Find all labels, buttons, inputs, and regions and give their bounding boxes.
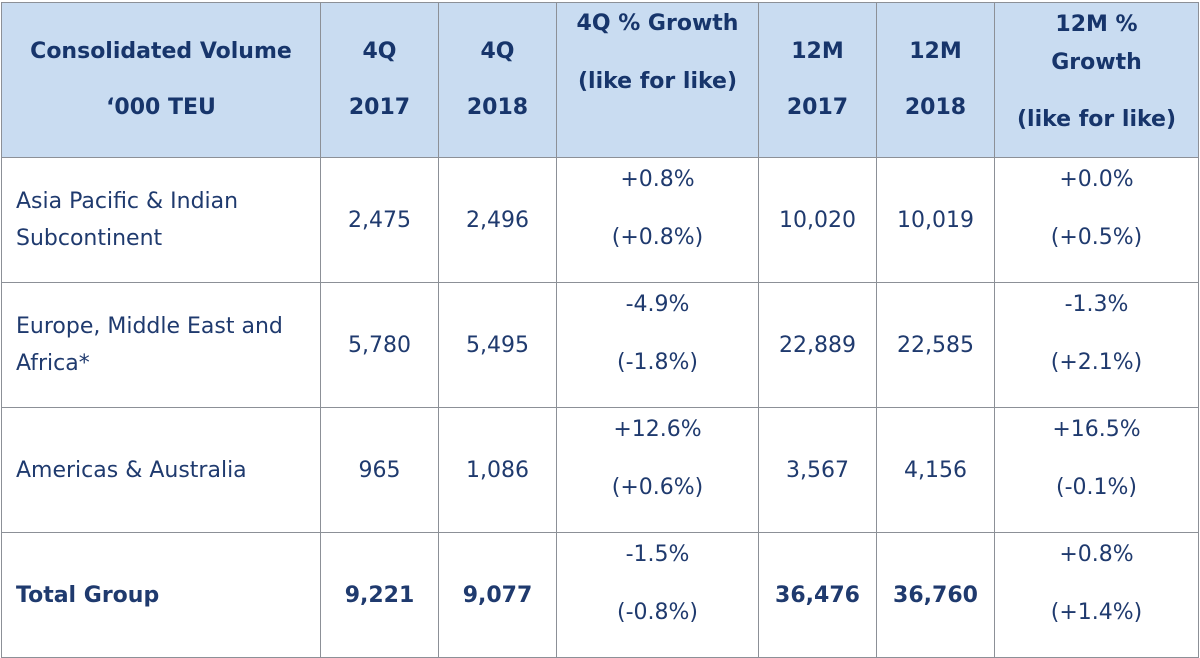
cell-4q-growth: -1.5% (-0.8%) xyxy=(556,532,759,658)
row-label: Europe, Middle East and Africa* xyxy=(1,282,321,408)
header-line: 2018 xyxy=(466,95,529,120)
growth-value: +0.0% xyxy=(1059,167,1134,192)
cell-12m-2017: 36,476 xyxy=(758,532,877,658)
header-consolidated-volume: Consolidated Volume ‘000 TEU xyxy=(1,2,321,158)
header-line: 2017 xyxy=(786,95,849,120)
growth-like-for-like: (-1.8%) xyxy=(617,350,698,375)
growth-value: +16.5% xyxy=(1052,417,1141,442)
header-12m-2017: 12M 2017 xyxy=(758,2,877,158)
cell-12m-growth: +0.8% (+1.4%) xyxy=(994,532,1199,658)
row-label: Americas & Australia xyxy=(1,407,321,533)
row-label: Asia Pacific & Indian Subcontinent xyxy=(1,157,321,283)
growth-like-for-like: (+0.6%) xyxy=(611,475,704,500)
cell-12m-2017: 10,020 xyxy=(758,157,877,283)
cell-12m-2017: 3,567 xyxy=(758,407,877,533)
cell-12m-2018: 10,019 xyxy=(876,157,995,283)
cell-12m-growth: +16.5% (-0.1%) xyxy=(994,407,1199,533)
header-line: Consolidated Volume xyxy=(30,39,292,64)
table-row: Europe, Middle East and Africa* 5,780 5,… xyxy=(1,282,1199,408)
cell-12m-2018: 36,760 xyxy=(876,532,995,658)
cell-12m-growth: -1.3% (+2.1%) xyxy=(994,282,1199,408)
cell-4q-2018: 9,077 xyxy=(438,532,557,658)
cell-4q-growth: -4.9% (-1.8%) xyxy=(556,282,759,408)
header-4q-growth: 4Q % Growth (like for like) xyxy=(556,2,759,158)
header-line: 4Q % Growth xyxy=(576,11,739,36)
cell-12m-2017: 22,889 xyxy=(758,282,877,408)
growth-like-for-like: (+0.8%) xyxy=(611,225,704,250)
header-line: 2017 xyxy=(348,95,411,120)
growth-like-for-like: (+2.1%) xyxy=(1050,350,1143,375)
cell-4q-2017: 965 xyxy=(320,407,439,533)
growth-value: +12.6% xyxy=(613,417,702,442)
header-4q-2017: 4Q 2017 xyxy=(320,2,439,158)
growth-value: +0.8% xyxy=(1059,542,1134,567)
header-line: ‘000 TEU xyxy=(106,95,216,120)
header-12m-2018: 12M 2018 xyxy=(876,2,995,158)
header-line: Growth xyxy=(1051,50,1142,75)
cell-4q-2017: 9,221 xyxy=(320,532,439,658)
cell-4q-2018: 1,086 xyxy=(438,407,557,533)
header-line: 4Q xyxy=(480,39,515,64)
row-label: Total Group xyxy=(1,532,321,658)
cell-12m-2018: 4,156 xyxy=(876,407,995,533)
header-12m-growth: 12M % Growth (like for like) xyxy=(994,2,1199,158)
header-row: Consolidated Volume ‘000 TEU 4Q 2017 4Q … xyxy=(1,2,1199,158)
header-line: 4Q xyxy=(362,39,397,64)
header-line: 12M % xyxy=(1055,12,1138,37)
cell-12m-growth: +0.0% (+0.5%) xyxy=(994,157,1199,283)
growth-value: +0.8% xyxy=(620,167,695,192)
growth-value: -1.3% xyxy=(1064,292,1129,317)
growth-value: -4.9% xyxy=(625,292,690,317)
table-row: Asia Pacific & Indian Subcontinent 2,475… xyxy=(1,157,1199,283)
growth-like-for-like: (-0.8%) xyxy=(617,600,698,625)
cell-4q-2017: 2,475 xyxy=(320,157,439,283)
growth-like-for-like: (-0.1%) xyxy=(1056,475,1137,500)
cell-4q-growth: +12.6% (+0.6%) xyxy=(556,407,759,533)
growth-like-for-like: (+0.5%) xyxy=(1050,225,1143,250)
header-line: 2018 xyxy=(904,95,967,120)
table-row: Americas & Australia 965 1,086 +12.6% (+… xyxy=(1,407,1199,533)
cell-4q-2017: 5,780 xyxy=(320,282,439,408)
growth-like-for-like: (+1.4%) xyxy=(1050,600,1143,625)
header-line: (like for like) xyxy=(577,69,738,94)
header-line: 12M xyxy=(909,39,962,64)
cell-4q-2018: 2,496 xyxy=(438,157,557,283)
cell-12m-2018: 22,585 xyxy=(876,282,995,408)
growth-value: -1.5% xyxy=(625,542,690,567)
header-4q-2018: 4Q 2018 xyxy=(438,2,557,158)
cell-4q-growth: +0.8% (+0.8%) xyxy=(556,157,759,283)
header-line: 12M xyxy=(791,39,844,64)
header-line: (like for like) xyxy=(1016,107,1177,132)
cell-4q-2018: 5,495 xyxy=(438,282,557,408)
table-row-total: Total Group 9,221 9,077 -1.5% (-0.8%) 36… xyxy=(1,532,1199,658)
